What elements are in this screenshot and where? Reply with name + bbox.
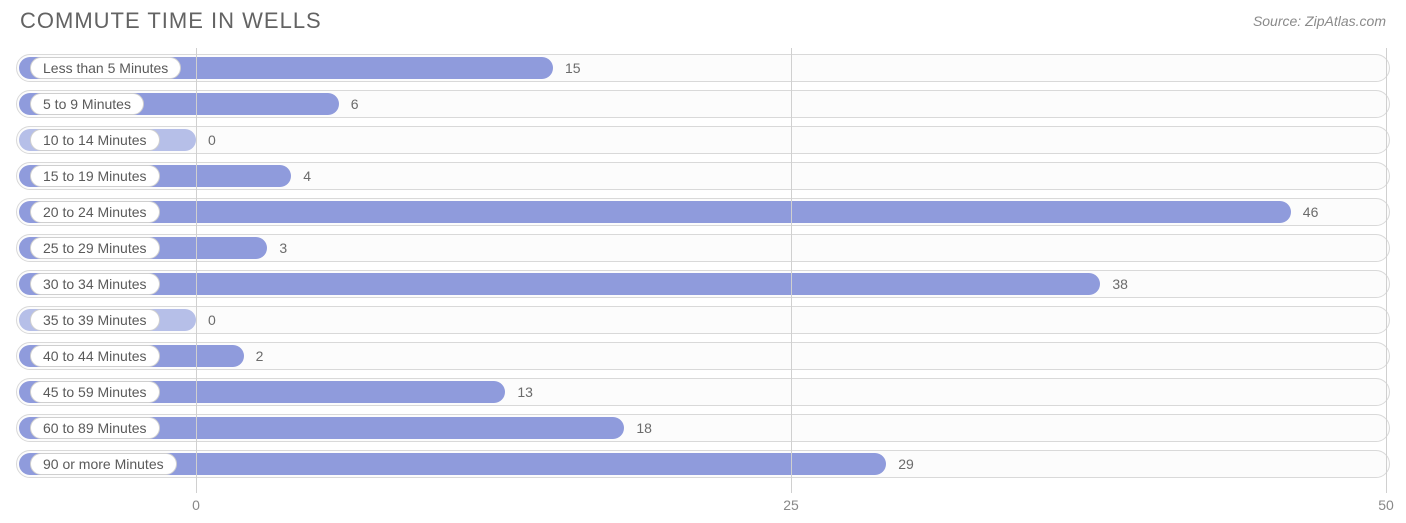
bar-fill [19, 273, 1100, 295]
gridline [791, 48, 792, 493]
bar-track [16, 306, 1390, 334]
category-pill: 20 to 24 Minutes [30, 201, 160, 223]
bar-fill [19, 201, 1291, 223]
bar-row: 30 to 34 Minutes 38 [16, 270, 1390, 298]
chart-header: COMMUTE TIME IN WELLS Source: ZipAtlas.c… [0, 0, 1406, 42]
bar-value: 15 [557, 54, 581, 82]
bar-value: 46 [1295, 198, 1319, 226]
category-pill: 40 to 44 Minutes [30, 345, 160, 367]
bar-row: 15 to 19 Minutes 4 [16, 162, 1390, 190]
bar-value: 2 [248, 342, 264, 370]
bar-row: 45 to 59 Minutes 13 [16, 378, 1390, 406]
x-axis: 02550 [16, 497, 1390, 519]
bar-row: 25 to 29 Minutes 3 [16, 234, 1390, 262]
bars-container: Less than 5 Minutes 15 5 to 9 Minutes 6 10 t… [16, 48, 1390, 493]
category-pill: Less than 5 Minutes [30, 57, 181, 79]
bar-row: 10 to 14 Minutes 0 [16, 126, 1390, 154]
bar-value: 13 [509, 378, 533, 406]
bar-row: 35 to 39 Minutes 0 [16, 306, 1390, 334]
category-pill: 10 to 14 Minutes [30, 129, 160, 151]
category-pill: 5 to 9 Minutes [30, 93, 144, 115]
category-pill: 60 to 89 Minutes [30, 417, 160, 439]
bar-row: 20 to 24 Minutes 46 [16, 198, 1390, 226]
bar-row: 90 or more Minutes 29 [16, 450, 1390, 478]
gridline [196, 48, 197, 493]
category-pill: 25 to 29 Minutes [30, 237, 160, 259]
category-pill: 35 to 39 Minutes [30, 309, 160, 331]
bar-value: 4 [295, 162, 311, 190]
bar-value: 6 [343, 90, 359, 118]
x-tick: 25 [783, 497, 799, 513]
category-pill: 90 or more Minutes [30, 453, 177, 475]
bar-value: 29 [890, 450, 914, 478]
gridline [1386, 48, 1387, 493]
x-tick: 0 [192, 497, 200, 513]
bar-row: 5 to 9 Minutes 6 [16, 90, 1390, 118]
bar-value: 3 [271, 234, 287, 262]
chart-plot-area: Less than 5 Minutes 15 5 to 9 Minutes 6 10 t… [16, 48, 1390, 493]
category-pill: 45 to 59 Minutes [30, 381, 160, 403]
bar-row: 60 to 89 Minutes 18 [16, 414, 1390, 442]
bar-track [16, 126, 1390, 154]
chart-title: COMMUTE TIME IN WELLS [20, 8, 322, 34]
bar-value: 0 [200, 126, 216, 154]
bar-row: Less than 5 Minutes 15 [16, 54, 1390, 82]
bar-value: 38 [1104, 270, 1128, 298]
x-tick: 50 [1378, 497, 1394, 513]
chart-source: Source: ZipAtlas.com [1253, 13, 1386, 29]
category-pill: 15 to 19 Minutes [30, 165, 160, 187]
category-pill: 30 to 34 Minutes [30, 273, 160, 295]
bar-value: 0 [200, 306, 216, 334]
bar-value: 18 [628, 414, 652, 442]
bar-row: 40 to 44 Minutes 2 [16, 342, 1390, 370]
